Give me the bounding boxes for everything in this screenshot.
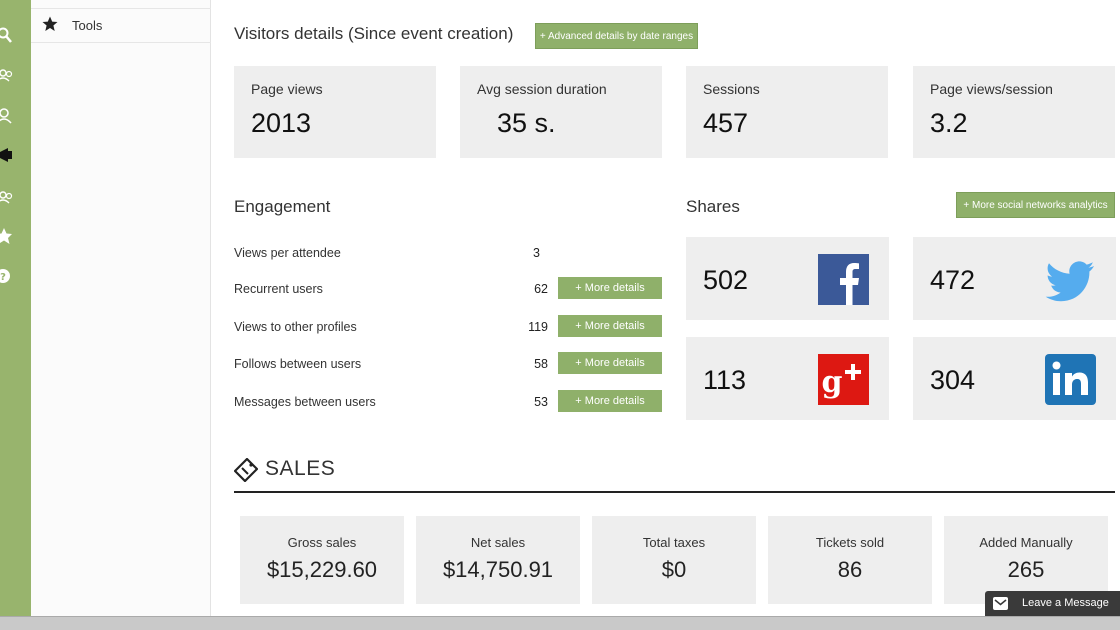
- stat-label: Page views/session: [930, 81, 1053, 97]
- stat-value: 3.2: [930, 108, 968, 138]
- sales-label: Added Manually: [979, 535, 1073, 550]
- svg-text:?: ?: [0, 272, 6, 283]
- subnav-item-label: Tools: [72, 18, 103, 33]
- more-social-analytics-button[interactable]: + More social networks analytics: [956, 192, 1115, 218]
- sales-card-manual: Added Manually 265: [944, 516, 1108, 604]
- stat-label: Avg session duration: [477, 81, 607, 97]
- engagement-label: Recurrent users: [234, 282, 323, 296]
- engagement-label: Views to other profiles: [234, 320, 357, 334]
- engagement-label: Follows between users: [234, 357, 362, 371]
- group-icon[interactable]: [0, 188, 14, 204]
- stat-card-avg-session: Avg session duration 35 s.: [460, 66, 662, 158]
- leave-message-label: Leave a Message: [1022, 597, 1109, 609]
- sales-title: SALES: [265, 457, 336, 480]
- share-card-twitter: 472: [913, 237, 1116, 320]
- more-details-button[interactable]: + More details: [558, 352, 662, 374]
- divider: [234, 491, 1115, 493]
- engagement-label: Messages between users: [234, 395, 376, 409]
- sales-label: Gross sales: [287, 535, 357, 550]
- sub-sidebar: Tools: [31, 0, 211, 616]
- subnav-item-tools[interactable]: Tools: [31, 9, 211, 43]
- engagement-value: 119: [528, 320, 548, 334]
- sales-card-taxes: Total taxes $0: [592, 516, 756, 604]
- share-count: 472: [930, 265, 976, 295]
- sales-card-tickets: Tickets sold 86: [768, 516, 932, 604]
- sales-card-net: Net sales $14,750.91: [416, 516, 580, 604]
- share-card-facebook: 502: [686, 237, 889, 320]
- stat-value: 2013: [251, 108, 312, 138]
- engagement-value: 53: [534, 395, 548, 409]
- engagement-title: Engagement: [234, 197, 331, 216]
- linkedin-icon: [1045, 354, 1096, 405]
- google-plus-icon: g: [818, 354, 869, 405]
- engagement-label: Views per attendee: [234, 246, 341, 260]
- engagement-value: 62: [534, 282, 548, 296]
- share-card-google-plus: 113 g: [686, 337, 889, 420]
- divider: [31, 8, 211, 9]
- stat-value: 457: [703, 108, 749, 138]
- share-count: 304: [930, 365, 976, 395]
- sales-label: Net sales: [470, 535, 526, 550]
- icon-rail: ?: [0, 0, 31, 616]
- stat-label: Page views: [251, 81, 323, 97]
- engagement-row: Views to other profiles 119 + More detai…: [234, 315, 662, 339]
- facebook-icon: [818, 254, 869, 305]
- stat-card-page-views: Page views 2013: [234, 66, 436, 158]
- sales-card-gross: Gross sales $15,229.60: [240, 516, 404, 604]
- star-icon: [42, 16, 58, 32]
- engagement-row: Messages between users 53 + More details: [234, 390, 662, 414]
- stat-label: Sessions: [703, 81, 760, 97]
- star-icon[interactable]: [0, 228, 14, 244]
- shares-title: Shares: [686, 197, 740, 216]
- visitors-title: Visitors details (Since event creation): [234, 24, 514, 43]
- engagement-row: Recurrent users 62 + More details: [234, 277, 662, 301]
- sales-value: $14,750.91: [442, 557, 554, 582]
- engagement-value: 3: [533, 246, 540, 260]
- engagement-row: Views per attendee 3: [234, 241, 662, 265]
- share-count: 113: [703, 365, 747, 395]
- megaphone-icon[interactable]: [0, 147, 14, 163]
- sales-value: $15,229.60: [266, 557, 378, 582]
- more-details-button[interactable]: + More details: [558, 390, 662, 412]
- sales-value: 265: [1007, 557, 1045, 582]
- users-icon[interactable]: [0, 67, 14, 83]
- leave-message-button[interactable]: Leave a Message: [985, 591, 1120, 616]
- envelope-icon: [993, 597, 1008, 610]
- share-card-linkedin: 304: [913, 337, 1116, 420]
- user-icon[interactable]: [0, 108, 14, 124]
- horizontal-scrollbar[interactable]: [0, 616, 1120, 630]
- search-icon[interactable]: [0, 27, 14, 43]
- stat-card-page-views-session: Page views/session 3.2: [913, 66, 1115, 158]
- stat-card-sessions: Sessions 457: [686, 66, 888, 158]
- advanced-details-button[interactable]: + Advanced details by date ranges: [535, 23, 698, 49]
- sales-label: Tickets sold: [815, 535, 885, 550]
- help-icon[interactable]: ?: [0, 268, 14, 284]
- svg-text:g: g: [822, 365, 843, 400]
- more-details-button[interactable]: + More details: [558, 315, 662, 337]
- share-count: 502: [703, 265, 749, 295]
- sales-label: Total taxes: [642, 535, 706, 550]
- stat-value: 35 s.: [497, 108, 556, 138]
- ticket-icon: [233, 457, 259, 483]
- sales-value: 86: [837, 557, 863, 582]
- sales-value: $0: [661, 557, 687, 582]
- twitter-icon: [1045, 254, 1096, 305]
- more-details-button[interactable]: + More details: [558, 277, 662, 299]
- engagement-value: 58: [534, 357, 548, 371]
- engagement-row: Follows between users 58 + More details: [234, 352, 662, 376]
